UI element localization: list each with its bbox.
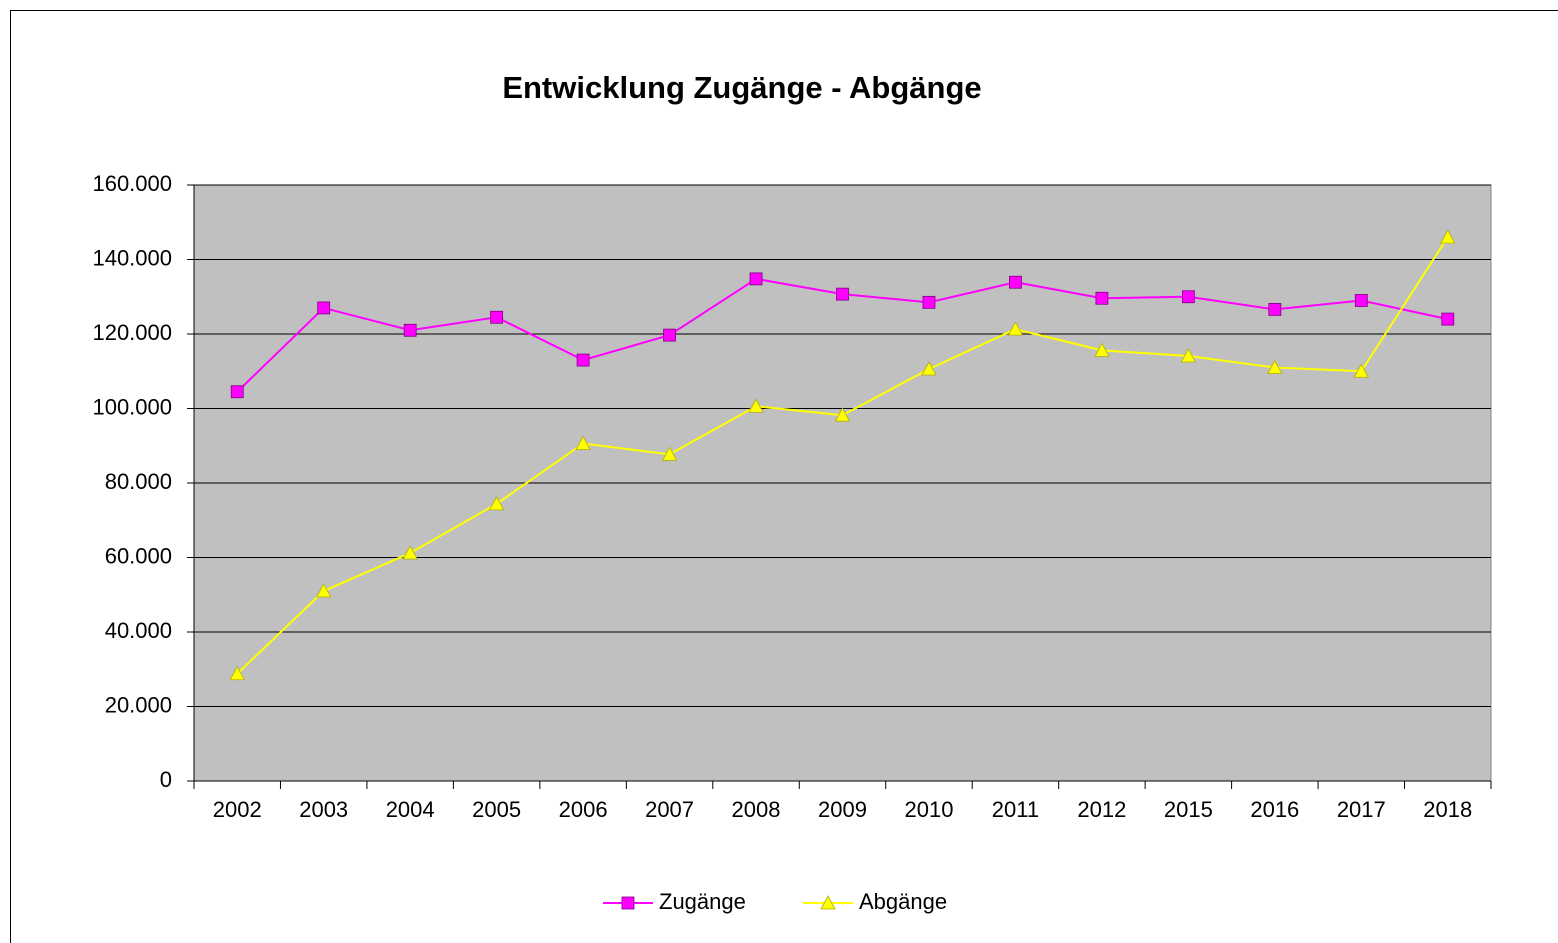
y-tick-label: 80.000 [105,469,172,494]
marker [820,895,836,910]
x-tick-label: 2009 [818,797,867,822]
marker [1094,342,1110,357]
y-tick-label: 20.000 [105,692,172,717]
y-tick-label: 0 [160,767,172,792]
x-tick-label: 2007 [645,797,694,822]
y-tick-label: 40.000 [105,618,172,643]
y-tick-label: 160.000 [92,171,172,196]
marker [663,328,676,342]
x-tick-label: 2017 [1337,797,1386,822]
marker [661,446,678,461]
x-tick-label: 2016 [1250,797,1299,822]
legend-label: Abgänge [859,889,947,914]
y-tick-label: 140.000 [92,245,172,270]
x-tick-label: 2003 [299,797,348,822]
marker [576,353,590,367]
marker [921,361,937,376]
marker [836,287,849,301]
marker [621,896,635,910]
marker [316,583,332,598]
marker [1095,291,1109,305]
marker [402,545,418,560]
marker [1353,363,1369,378]
x-tick-label: 2012 [1077,797,1126,822]
x-tick-label: 2004 [386,797,435,822]
x-tick-label: 2018 [1423,797,1472,822]
frame [10,10,1558,943]
marker [488,496,505,511]
marker [1354,294,1368,307]
legend-label: Zugänge [659,889,746,914]
marker [317,301,331,315]
x-tick-label: 2015 [1164,797,1213,822]
marker [490,310,504,324]
marker [403,323,417,337]
marker [922,295,936,309]
x-tick-label: 2010 [904,797,953,822]
x-tick-label: 2008 [732,797,781,822]
marker [834,407,851,422]
x-tick-label: 2005 [472,797,521,822]
marker [748,398,764,413]
marker [1267,359,1283,374]
marker [575,435,591,450]
marker [1441,312,1455,326]
y-tick-label: 60.000 [105,543,172,568]
marker [1009,275,1022,289]
marker [1181,290,1195,304]
marker [749,272,763,286]
marker [1440,229,1456,244]
marker [1268,303,1282,316]
x-tick-label: 2006 [559,797,608,822]
x-tick-label: 2002 [213,797,262,822]
x-tick-label: 2011 [992,797,1039,822]
y-tick-label: 120.000 [92,320,172,345]
marker [229,665,245,681]
marker [230,385,244,399]
marker [1180,348,1197,363]
chart-title: Entwicklung Zugänge - Abgänge [502,70,981,105]
y-tick-label: 100.000 [92,394,172,419]
marker [1007,321,1024,336]
